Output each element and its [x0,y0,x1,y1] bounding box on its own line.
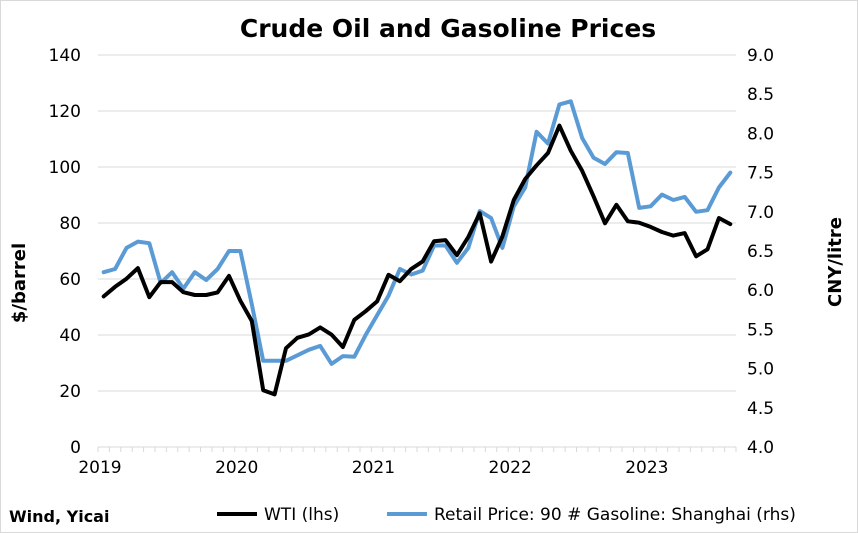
right-tick-label: 7.5 [747,164,774,184]
right-tick-label: 7.0 [747,203,774,223]
right-tick-label: 6.0 [747,281,774,301]
x-tick-label: 2021 [352,458,395,478]
left-tick-label: 0 [70,438,81,458]
right-tick-label: 4.0 [747,438,774,458]
right-tick-label: 5.0 [747,360,774,380]
legend-label-gasoline: Retail Price: 90 # Gasoline: Shanghai (r… [434,505,796,525]
left-tick-label: 20 [59,382,81,402]
right-tick-label: 8.5 [747,85,774,105]
left-tick-label: 40 [59,326,81,346]
x-tick-label: 2019 [78,458,121,478]
left-tick-label: 120 [49,102,81,122]
right-tick-label: 9.0 [747,46,774,66]
legend-label-wti: WTI (lhs) [264,505,339,525]
legend: WTI (lhs) Retail Price: 90 # Gasoline: S… [217,505,796,525]
x-axis: 2019 2020 2021 2022 2023 [78,446,737,478]
right-axis-label: CNY/litre [825,217,846,307]
x-tick-label: 2023 [625,458,668,478]
left-tick-label: 100 [49,158,81,178]
source-note: Wind, Yicai [9,507,109,526]
left-axis-label: $/barrel [9,243,30,323]
left-tick-label: 80 [59,214,81,234]
right-axis-ticks: 4.0 4.5 5.0 5.5 6.0 6.5 7.0 7.5 8.0 8.5 9.0 [747,46,774,458]
left-axis-ticks: 0 20 40 60 80 100 120 140 [49,46,81,458]
left-tick-label: 140 [49,46,81,66]
series-line-gasoline [101,99,733,366]
x-tick-label: 2022 [489,458,532,478]
x-tick-label: 2020 [215,458,258,478]
right-tick-label: 4.5 [747,399,774,419]
right-tick-label: 6.5 [747,242,774,262]
series-line-wti [101,123,733,397]
left-tick-label: 60 [59,270,81,290]
right-tick-label: 8.0 [747,124,774,144]
right-tick-label: 5.5 [747,320,774,340]
series-lines [101,99,733,397]
chart-title: Crude Oil and Gasoline Prices [240,14,656,43]
